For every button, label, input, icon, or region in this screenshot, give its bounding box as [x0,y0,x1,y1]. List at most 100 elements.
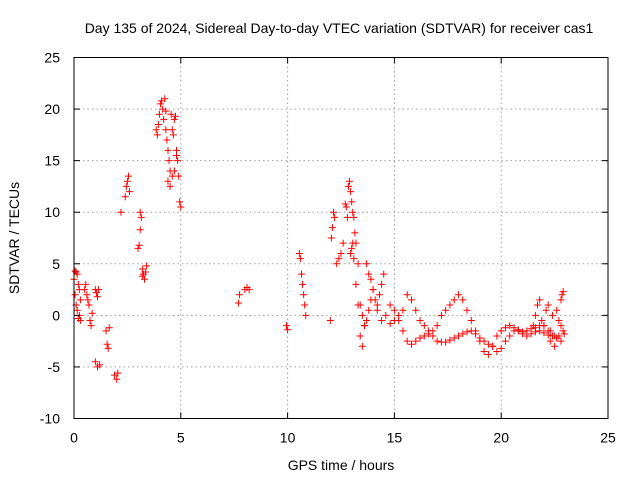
data-point [420,332,428,340]
data-point [501,324,509,332]
data-point [347,249,355,257]
data-point [378,317,386,325]
data-point [335,255,343,263]
data-point [76,296,84,304]
grid-lines [74,57,608,419]
data-point [333,260,341,268]
data-point [82,280,90,288]
data-point [339,239,347,247]
data-point [450,296,458,304]
data-point [95,286,103,294]
data-point [176,198,184,206]
data-point [553,306,561,314]
data-point [560,330,568,338]
data-point [342,203,350,211]
data-point [234,299,242,307]
data-point [529,322,537,330]
data-point [96,361,104,369]
y-tick-label: -10 [40,411,60,427]
data-point [540,322,548,330]
data-point [420,322,428,330]
data-point [330,208,338,216]
data-point [164,177,172,185]
data-point [165,157,173,165]
data-point [114,369,122,377]
data-point [429,332,437,340]
data-point [349,208,357,216]
data-point [506,332,514,340]
y-tick-label: 0 [52,307,60,323]
x-axis-ticks: 0 5 10 15 20 25 [70,57,616,446]
data-point [555,332,563,340]
x-tick-label: 0 [70,430,78,446]
data-point [416,317,424,325]
data-point [489,342,497,350]
data-point [527,330,535,338]
data-point [136,208,144,216]
data-point [555,317,563,325]
data-point [81,286,89,294]
data-point [446,301,454,309]
data-point [446,336,454,344]
data-point [351,229,359,237]
data-point [531,328,539,336]
data-point [328,224,336,232]
data-point [534,301,542,309]
data-point [557,296,565,304]
data-point [302,311,310,319]
data-point [538,317,546,325]
data-point [175,172,183,180]
data-point [126,188,134,196]
data-point [493,347,501,355]
data-point [559,327,567,335]
data-point [536,296,544,304]
data-point [85,301,93,309]
data-point [497,327,505,335]
data-point [297,270,305,278]
data-point [155,110,163,118]
data-point [157,100,165,108]
data-point [367,296,375,304]
data-point [300,291,308,299]
data-point [433,337,441,345]
data-point [138,272,146,280]
data-point [123,177,131,185]
data-point [546,327,554,335]
data-point [84,296,92,304]
data-point [548,311,556,319]
data-point [283,322,291,330]
y-axis-ticks: -10 -5 0 5 10 15 20 25 [40,50,608,427]
data-point [506,322,514,330]
data-point [143,262,151,270]
data-point [326,317,334,325]
chart-title: Day 135 of 2024, Sidereal Day-to-day VTE… [85,20,594,36]
data-point [557,337,565,345]
data-point [546,337,554,345]
data-point [171,112,179,120]
x-axis-label: GPS time / hours [288,457,395,473]
data-point [544,331,552,339]
data-point [472,330,480,338]
data-point [365,306,373,314]
data-point [501,337,509,345]
x-tick-label: 10 [280,430,296,446]
data-point [284,326,292,334]
data-point [236,291,244,299]
data-point [301,301,309,309]
data-point [162,107,170,115]
data-point [363,317,371,325]
y-tick-label: 5 [52,256,60,272]
y-axis-label: SDTVAR / TECUs [6,182,22,294]
data-point [170,115,178,123]
data-point [348,244,356,252]
data-point [365,270,373,278]
data-point [331,213,339,221]
data-point [437,311,445,319]
y-tick-label: 10 [44,204,60,220]
data-point [163,136,171,144]
data-point [160,115,168,123]
data-point [425,327,433,335]
data-point [344,182,352,190]
data-point [121,193,129,201]
